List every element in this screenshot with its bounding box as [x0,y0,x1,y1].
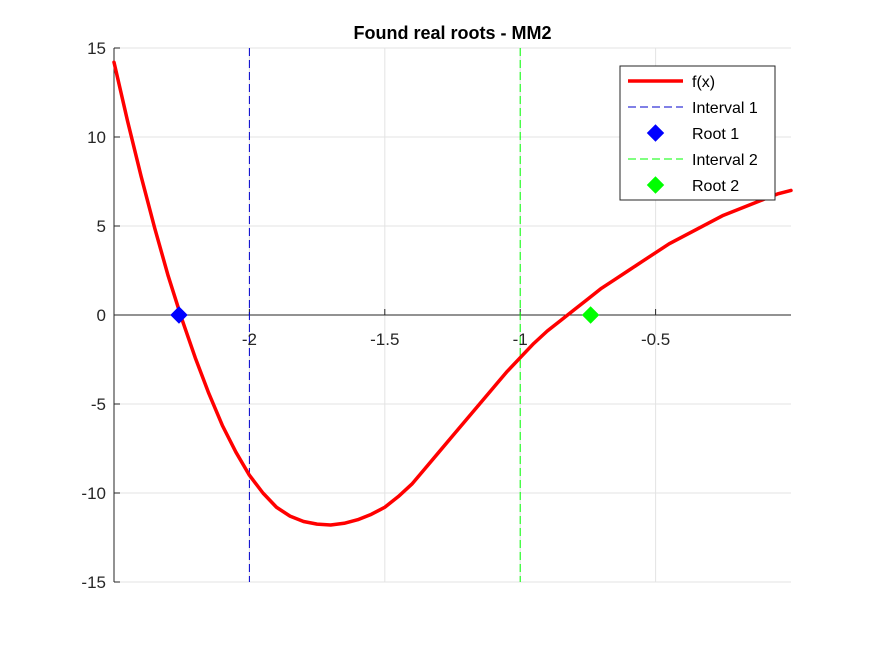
x-tick-label-0: -2 [242,330,257,349]
legend: f(x) Interval 1 Root 1 Interval 2 Root 2 [619,65,776,201]
y-tick-label-6: -15 [81,573,106,592]
y-tick-label-5: -10 [81,484,106,503]
axes [113,47,791,583]
legend-label-2: Root 1 [692,126,739,143]
y-tick-label-1: 10 [87,128,106,147]
legend-label-3: Interval 2 [692,152,758,169]
y-tick-label-3: 0 [97,306,106,325]
x-tick-label-1: -1.5 [370,330,399,349]
x-tick-label-2: -1 [513,330,528,349]
x-tick-label-3: -0.5 [641,330,670,349]
legend-label-0: f(x) [692,74,715,91]
legend-swatch-2 [646,124,665,142]
y-tick-label-0: 15 [87,39,106,58]
legend-box [619,65,776,201]
y-tick-label-4: -5 [91,395,106,414]
tick-labels: 15 10 5 0 -5 -10 -15 -2 -1.5 -1 -0.5 [81,39,670,592]
series-4-marker [581,306,600,324]
chart-title: Found real roots - MM2 [354,23,552,43]
y-tick-label-2: 5 [97,217,106,236]
legend-label-1: Interval 1 [692,100,758,117]
legend-label-4: Root 2 [692,178,739,195]
series-layer [112,48,793,582]
legend-swatch-4 [646,176,665,194]
series-0-line [112,60,793,527]
series-2-marker [170,306,188,324]
